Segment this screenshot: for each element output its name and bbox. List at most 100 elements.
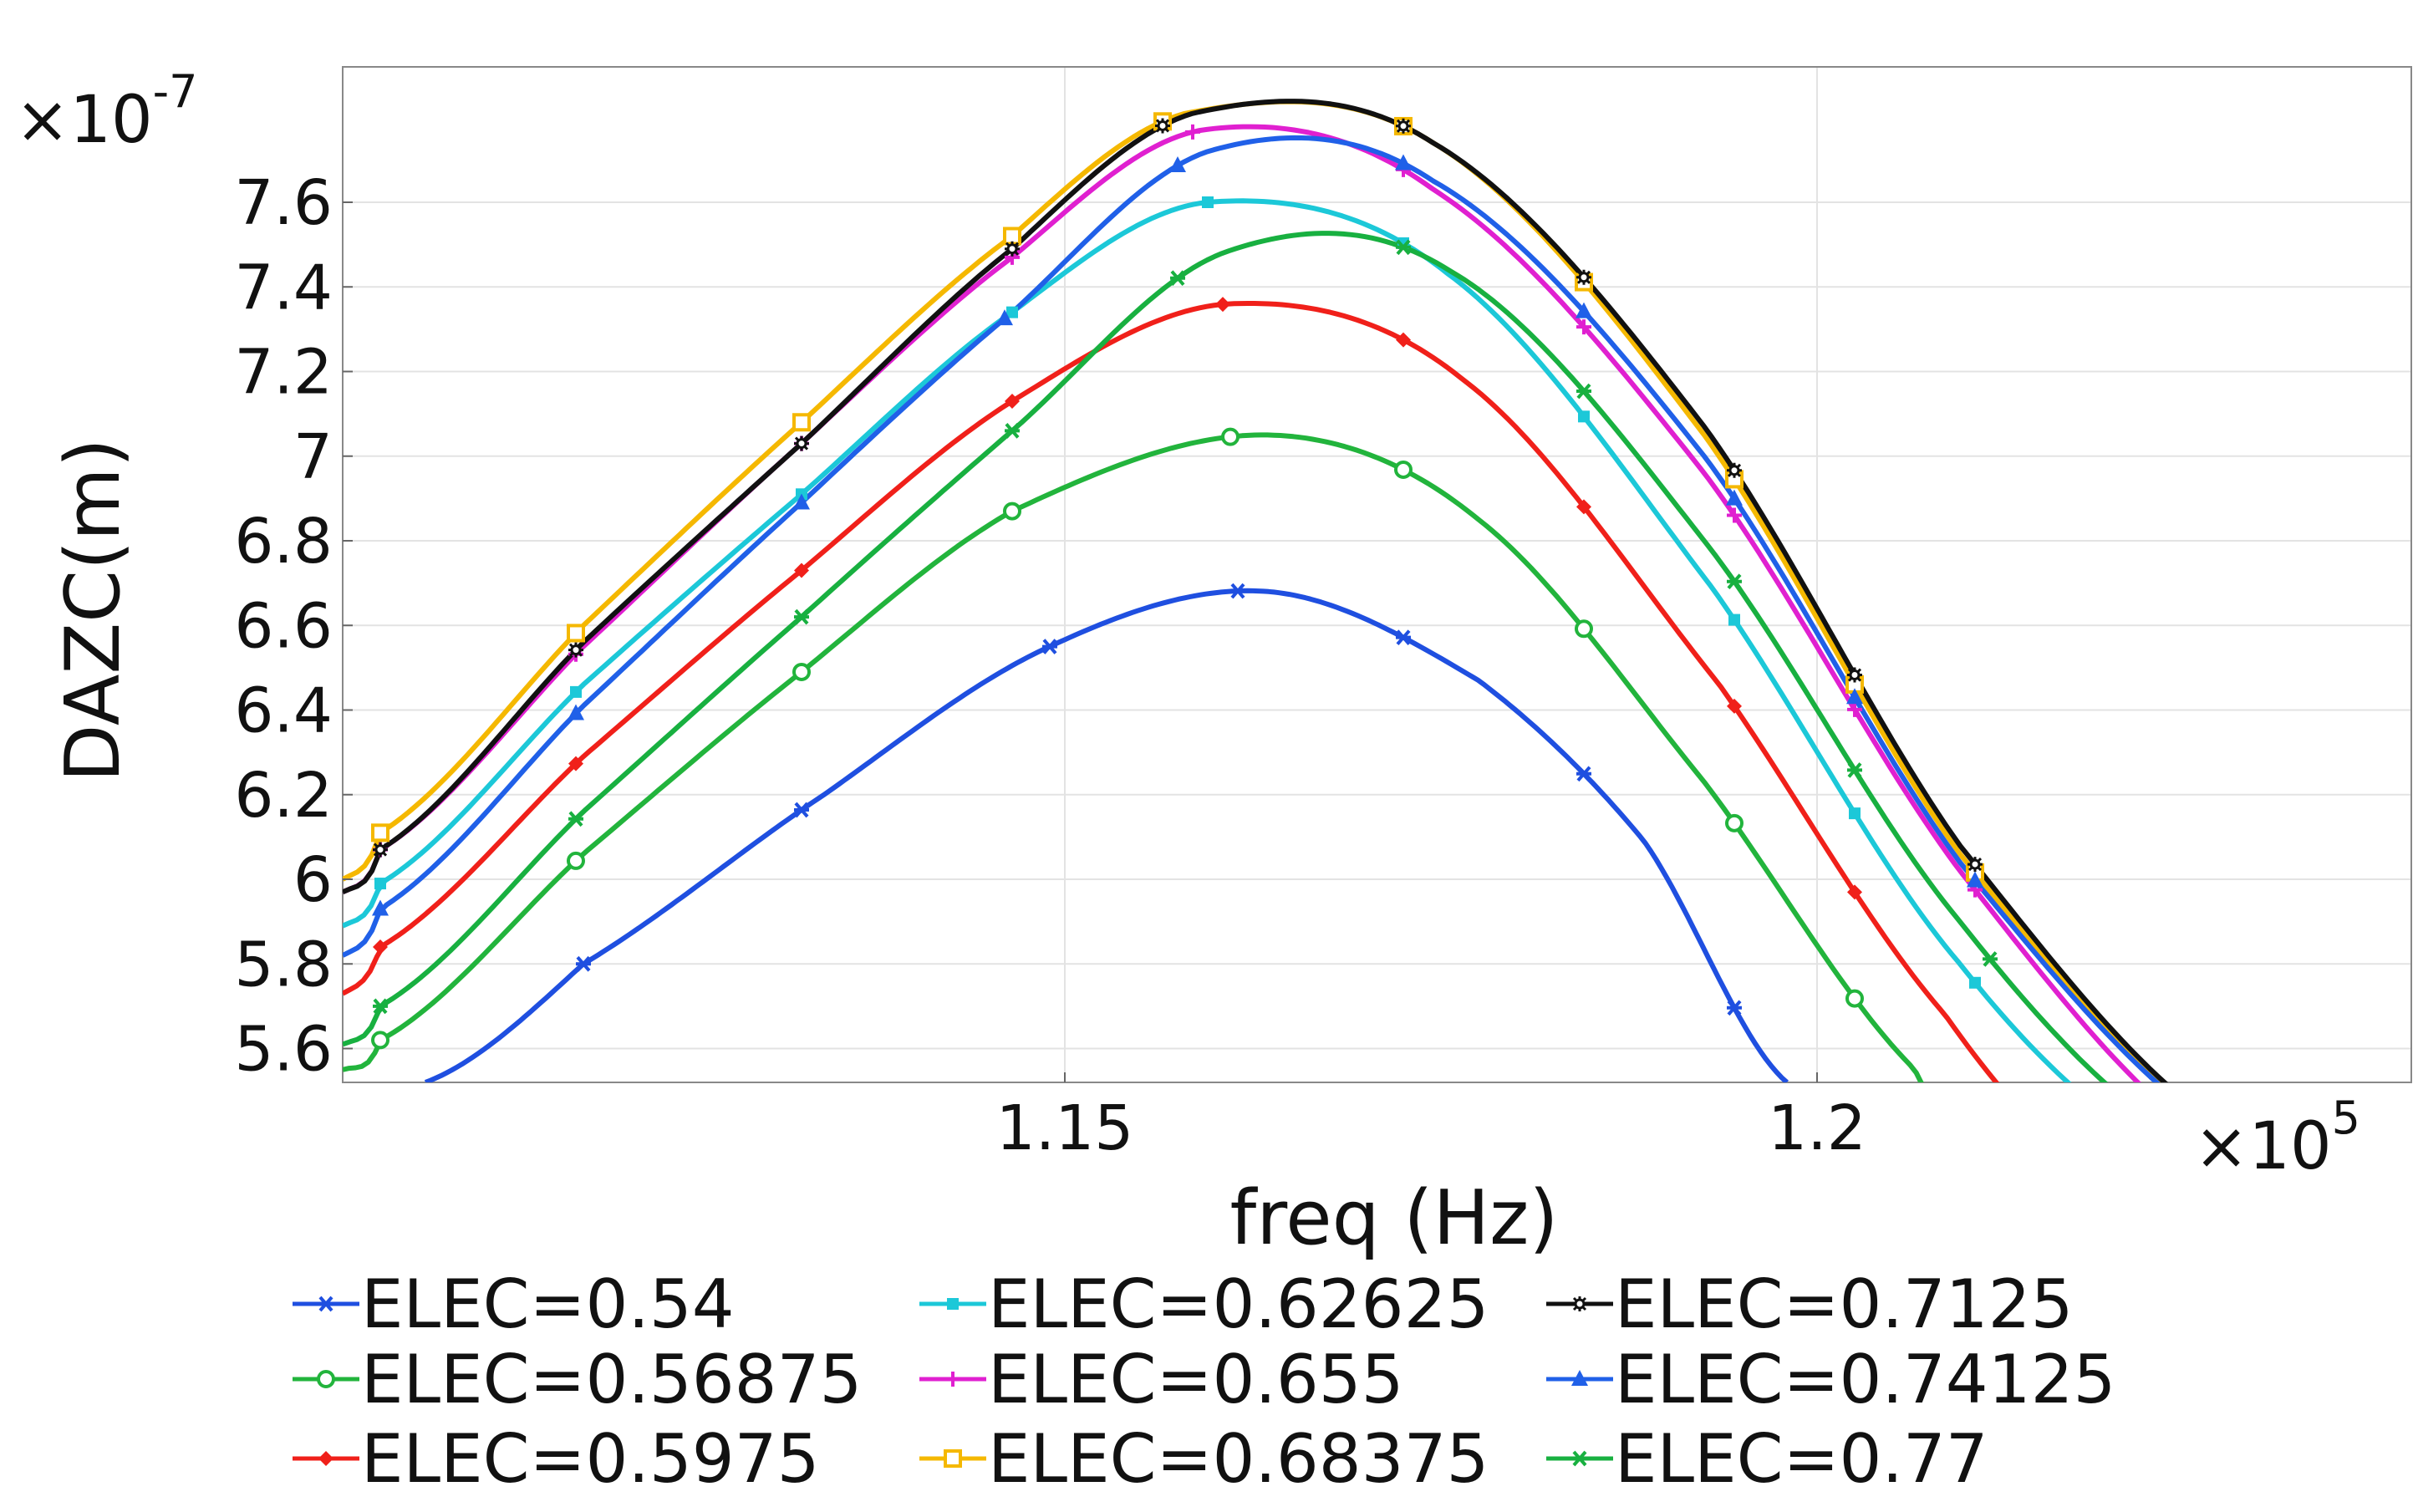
y-multiplier: ×10-7 [15,65,197,158]
legend-label: ELEC=0.7125 [1615,1265,2073,1343]
series-4-marker [1185,124,1200,140]
x-tick-label: 1.2 [1768,1092,1866,1164]
y-tick-label: 6.8 [234,506,333,578]
series-7-marker [1726,489,1743,506]
series-1-marker [1221,427,1240,446]
series-8-marker [1847,762,1862,778]
series-2-marker [1396,332,1411,348]
series-3-marker [1006,306,1018,318]
series-8-marker [1170,270,1185,287]
series-8-marker [1005,423,1020,439]
y-tick-label: 7.4 [234,252,333,323]
y-tick-label: 7.6 [234,167,333,239]
series-6-marker-center [570,644,582,656]
series-4-marker [1727,507,1742,523]
legend-item: ELEC=0.77 [1546,1420,1988,1498]
y-tick-label: 5.8 [234,929,333,1000]
series-1-marker [1845,989,1864,1008]
series-markers [371,112,1998,1050]
legend-label: ELEC=0.68375 [988,1420,1489,1498]
series-7-marker [1846,688,1863,705]
series-2-marker [373,939,388,955]
series-2-marker [1215,297,1230,313]
series-5-marker [371,823,389,843]
legend-label: ELEC=0.74125 [1615,1341,2115,1418]
series-3-marker [1578,410,1590,423]
legend-item: ELEC=0.62625 [919,1265,1489,1343]
series-4-marker [1576,319,1591,335]
series-1-marker [1003,501,1021,521]
series-2-marker [568,756,583,771]
legend-marker [945,1372,960,1387]
series-7-marker [996,309,1013,326]
series-line-3 [343,198,2072,1082]
series-0-marker [576,955,591,972]
series-7-marker [1169,155,1186,172]
series-0-marker [1576,766,1591,782]
legend-item: ELEC=0.7125 [1546,1265,2073,1343]
series-3-marker [1728,613,1740,626]
series-1-marker [567,851,585,870]
series-line-4 [343,124,2142,1082]
y-multiplier-exponent: -7 [153,65,198,118]
legend-item: ELEC=0.68375 [919,1420,1489,1498]
legend-item: ELEC=0.56875 [293,1341,862,1418]
legend-marker [318,1296,333,1312]
series-0-marker [1042,639,1057,654]
series-0-marker [1230,583,1245,599]
series-7-marker [1967,871,1983,888]
series-0-marker [794,802,809,818]
series-8-marker [1983,951,1998,967]
plot-frame [342,66,2412,1083]
series-7-marker [1576,302,1592,318]
series-2-marker [1005,393,1020,409]
x-multiplier: ×105 [2194,1092,2360,1184]
series-line-2 [343,301,2000,1082]
y-tick-label: 5.6 [234,1014,333,1086]
legend-marker [944,1449,962,1468]
series-3-marker [374,878,386,890]
series-1-marker [1575,619,1593,639]
series-5-marker [792,413,811,432]
series-5-marker [567,624,585,643]
series-7-marker [793,493,810,510]
series-curves [343,99,2169,1082]
legend-label: ELEC=0.62625 [988,1265,1489,1343]
series-8-marker [1727,573,1742,590]
series-1-marker [792,662,811,681]
series-1-marker [371,1031,389,1050]
legend-label: ELEC=0.77 [1615,1420,1988,1498]
y-tick-label: 6 [293,844,333,916]
y-tick-label: 6.4 [234,675,333,747]
series-0-marker [1396,629,1411,646]
series-3-marker [1202,196,1214,208]
y-tick-label: 7 [293,421,333,493]
axis-ticks: 5.6 5.8 6 6.2 6.4 6.6 6.8 7 7.2 7.4 7.6 1.15 1.2 [234,167,1866,1164]
y-axis-label: DAZC(m) [49,438,137,782]
grid-lines [343,67,2411,1082]
series-line-0 [424,588,1789,1082]
series-3-marker [1969,976,1981,989]
legend-label: ELEC=0.56875 [361,1341,862,1418]
series-line-8 [343,231,2109,1082]
series-7-marker [568,704,584,720]
series-8-marker [794,608,809,625]
series-line-7 [343,135,2161,1082]
x-multiplier-exponent: 5 [2332,1092,2360,1144]
series-1-marker [1725,813,1744,832]
series-3-marker [1849,807,1861,820]
series-6-marker-center [1849,669,1861,681]
series-6-marker-center [1397,120,1409,132]
x-axis-label: freq (Hz) [1230,1174,1559,1262]
series-line-6 [343,99,2169,1082]
series-3-marker [570,685,582,698]
series-6-marker-center [796,438,807,450]
series-6-marker-center [1578,272,1590,283]
series-0-marker [1727,1000,1742,1016]
legend-label: ELEC=0.655 [988,1341,1404,1418]
series-2-marker [1727,698,1742,714]
legend-item: ELEC=0.74125 [1546,1341,2115,1418]
legend-item: ELEC=0.54 [293,1265,735,1343]
series-8-marker [1396,239,1411,256]
